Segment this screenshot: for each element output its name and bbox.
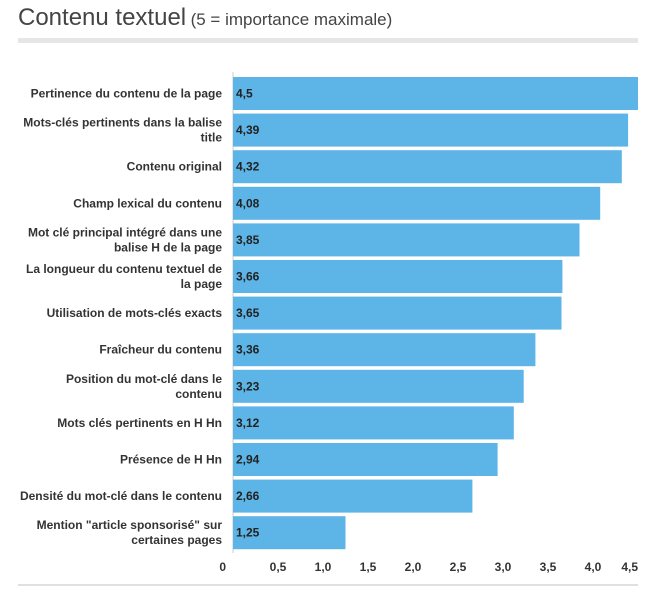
category-label: Mention "article sponsorisé" sur certaine… (37, 518, 223, 547)
data-label: 2,66 (236, 489, 260, 503)
category-label: Mot clé principal intégré dans une balise… (28, 225, 222, 254)
category-label-line: Mention "article sponsorisé" sur (37, 518, 223, 532)
chart-title-subtitle: (5 = importance maximale) (190, 10, 393, 29)
x-tick-label: 0,5 (270, 560, 287, 574)
x-tick-label: 3,0 (495, 560, 512, 574)
x-tick-label: 0 (219, 560, 226, 574)
bar (233, 77, 638, 110)
data-label: 3,66 (236, 270, 260, 284)
bottom-divider (18, 584, 638, 586)
category-label: La longueur du contenu textuel de la page (26, 262, 222, 291)
category-label: Mots clés pertinents en H Hn (57, 416, 222, 430)
category-label: Fraîcheur du contenu (99, 343, 222, 357)
category-label: Densité du mot-clé dans le contenu (20, 489, 222, 503)
data-label: 3,85 (236, 233, 260, 247)
category-label-line: certaines pages (131, 533, 222, 547)
data-label: 3,36 (236, 343, 260, 357)
category-label-line: Champ lexical du contenu (73, 196, 222, 210)
bar (233, 113, 629, 147)
category-label-line: balise H de la page (114, 240, 222, 254)
category-label: Pertinence du contenu de la page (31, 87, 223, 101)
category-label: Utilisation de mots-clés exacts (47, 306, 223, 320)
category-label-line: Utilisation de mots-clés exacts (47, 306, 223, 320)
x-tick-label: 4,0 (585, 560, 602, 574)
bar (233, 223, 580, 257)
bar (233, 516, 346, 550)
bar (233, 186, 601, 220)
data-label: 3,23 (236, 379, 260, 393)
category-label: Mots-clés pertinents dans la balise title (23, 116, 222, 145)
chart-title: Contenu textuel (5 = importance maximale… (18, 4, 392, 32)
category-label-line: Présence de H Hn (120, 453, 222, 467)
x-tick-label: 4,5 (621, 560, 638, 574)
data-label: 1,25 (236, 526, 260, 540)
category-label: Contenu original (127, 160, 222, 174)
bar (233, 406, 514, 440)
data-label: 3,12 (236, 416, 260, 430)
category-label-line: Pertinence du contenu de la page (31, 87, 223, 101)
x-tick-label: 2,5 (450, 560, 467, 574)
data-label: 4,32 (236, 160, 260, 174)
bar (233, 443, 498, 476)
category-label-line: Position du mot-clé dans le (66, 372, 222, 386)
category-label-line: Mots clés pertinents en H Hn (57, 416, 222, 430)
category-label: Champ lexical du contenu (73, 196, 222, 210)
x-tick-label: 1,5 (360, 560, 377, 574)
data-label: 4,5 (236, 87, 253, 101)
bar (233, 479, 473, 513)
x-tick-label: 3,5 (540, 560, 557, 574)
bar (233, 369, 524, 403)
category-label-line: contenu (175, 387, 222, 401)
category-label: Position du mot-clé dans le contenu (66, 372, 222, 401)
category-label-line: La longueur du contenu textuel de (26, 262, 222, 276)
bar (233, 296, 562, 330)
category-label: Présence de H Hn (120, 453, 222, 467)
data-label: 2,94 (236, 453, 260, 467)
bar (233, 333, 536, 367)
bar (233, 260, 563, 293)
title-divider (18, 38, 638, 43)
category-label-line: la page (181, 277, 223, 291)
category-label-line: Fraîcheur du contenu (99, 343, 222, 357)
category-label-line: title (201, 131, 223, 145)
category-label-line: Mots-clés pertinents dans la balise (23, 116, 222, 130)
data-label: 4,39 (236, 123, 260, 137)
category-label-line: Mot clé principal intégré dans une (28, 225, 222, 239)
data-label: 4,08 (236, 196, 260, 210)
data-label: 3,65 (236, 306, 260, 320)
x-tick-label: 1,0 (315, 560, 332, 574)
bar (233, 150, 622, 184)
category-label-line: Densité du mot-clé dans le contenu (20, 489, 222, 503)
chart-title-main: Contenu textuel (18, 4, 187, 31)
category-label-line: Contenu original (127, 160, 222, 174)
x-tick-label: 2,0 (405, 560, 422, 574)
